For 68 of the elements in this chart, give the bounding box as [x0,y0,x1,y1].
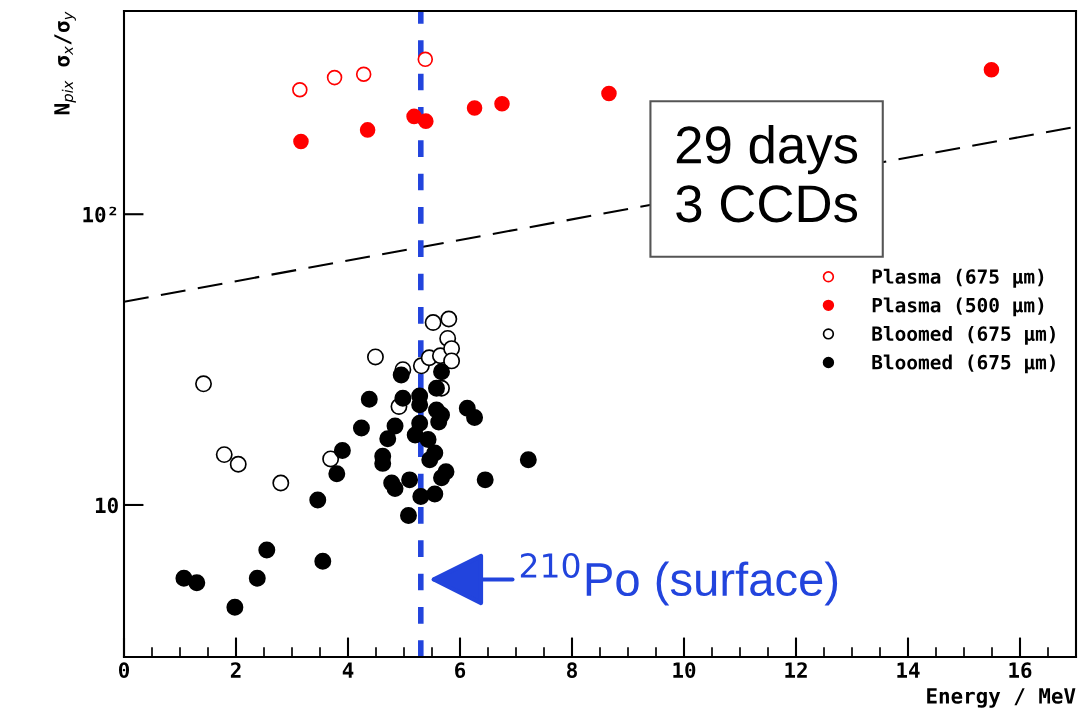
point [258,541,276,559]
x-tick-label: 12 [785,662,807,678]
x-tick-label: 0 [118,662,130,678]
x-tick-label: 14 [897,662,920,678]
point [433,363,450,381]
point [293,133,309,150]
ref-line-label: $^{210}$Po (surface) [520,553,838,606]
point [494,95,510,112]
point [333,441,351,459]
x-tick-label: 16 [1009,662,1032,679]
point [417,51,434,68]
point [175,569,193,587]
point [248,569,266,587]
point [394,389,412,407]
point [386,479,404,497]
point [272,474,290,492]
point [519,451,537,469]
x-tick-label: 10 [673,662,696,678]
point [360,390,378,408]
point [392,366,410,384]
legend-label: Bloomed (675 μm) [872,325,1055,345]
point [411,414,429,432]
point [188,574,206,592]
point [352,419,370,437]
point [195,375,212,393]
point [292,81,308,98]
point [440,310,458,328]
point [328,465,346,483]
point [400,507,417,524]
y-axis-title: N$_{pix}$ σ$_{x}$/σ$_{y}$ [54,11,76,115]
point [601,85,617,102]
x-tick-label: 2 [230,662,241,678]
point [406,108,422,125]
legend-label: Plasma (675 μm) [872,268,1044,288]
x-axis-title: Energy / MeV [927,688,1076,708]
annotation: 29 days 3 CCDs [676,124,858,223]
legend-label: Bloomed (675 μm) [872,354,1055,374]
x-tick-label: 4 [342,662,354,678]
legend-label: Plasma (500 μm) [872,297,1044,317]
point [229,455,247,473]
point [466,100,483,116]
point [426,485,444,503]
point [359,122,376,138]
point [379,430,397,448]
point [314,552,332,570]
point [401,471,419,489]
point [226,598,244,616]
point [386,417,404,435]
point [419,430,437,448]
point [437,463,455,481]
point [309,491,327,509]
point [443,352,461,370]
point [366,348,384,366]
point [426,444,444,462]
point [322,450,340,468]
point [476,471,494,489]
point [983,61,1000,78]
point [428,379,445,397]
point [355,66,372,83]
point [412,487,430,505]
x-tick-label: 8 [567,662,577,678]
x-tick-label: 6 [455,662,466,679]
point [418,113,434,129]
point [326,69,343,86]
point [466,408,484,426]
y-tick-label: 10² [83,206,117,223]
point [215,446,233,464]
point [424,314,442,332]
